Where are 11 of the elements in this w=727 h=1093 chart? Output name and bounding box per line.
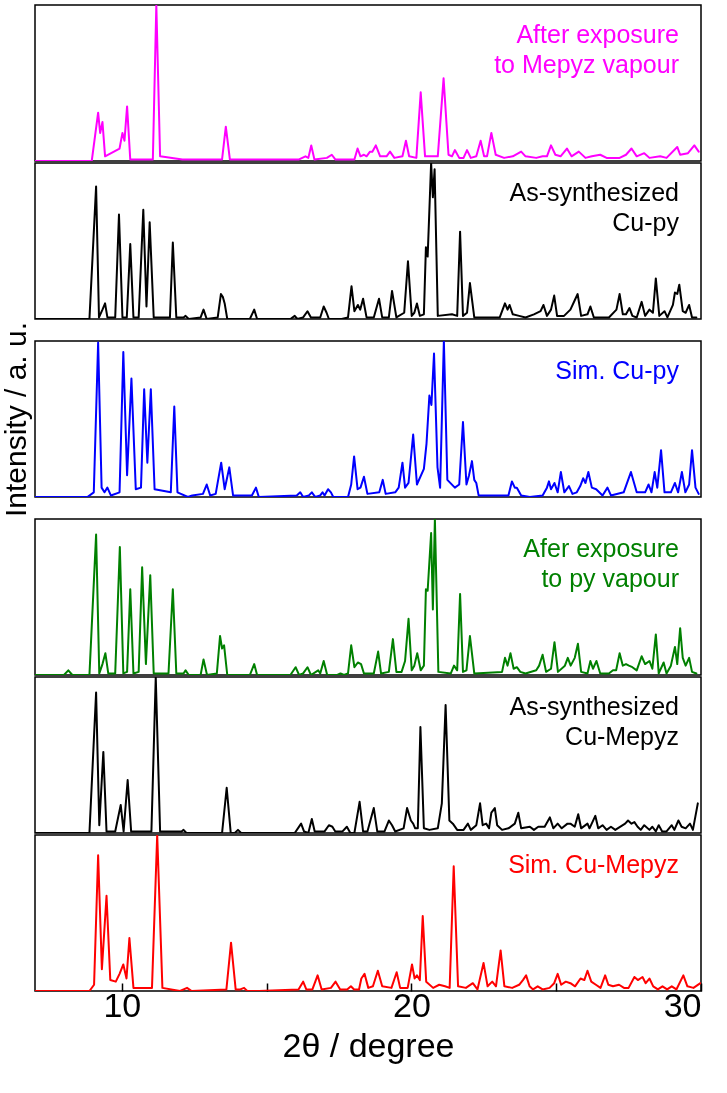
x-axis-title: 2θ / degree — [282, 1025, 455, 1064]
text: Sim. Cu-Mepyz — [508, 850, 679, 878]
text: After exposure to Mepyz vapour — [494, 20, 679, 78]
series-label: As-synthesized Cu-py — [509, 178, 680, 236]
text: As-synthesized Cu-Mepyz — [509, 692, 679, 750]
y-axis-title: Intensity / a. u. — [0, 321, 32, 518]
series-label: Afer exposure to py vapour — [523, 534, 679, 592]
x-tick-label: 30 — [663, 985, 702, 1024]
x-tick-label: 10 — [103, 985, 142, 1024]
x-tick-label: 20 — [393, 985, 431, 1024]
text: Sim. Cu-py — [555, 356, 680, 384]
